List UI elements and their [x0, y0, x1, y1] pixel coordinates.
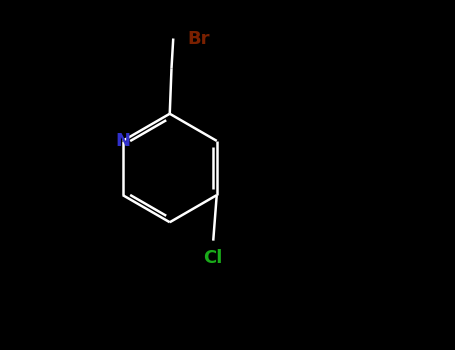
Text: Cl: Cl [203, 249, 223, 267]
Text: Br: Br [187, 29, 210, 48]
Text: N: N [115, 132, 130, 150]
